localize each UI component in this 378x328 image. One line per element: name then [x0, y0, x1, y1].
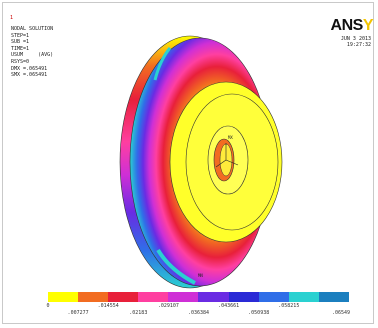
window-number: 1	[10, 15, 14, 21]
info-smx: SMX =.065491	[11, 72, 48, 79]
legend-label-bottom: .007277	[67, 310, 89, 316]
legend-label-bottom: .06549	[331, 310, 351, 316]
info-usum: USUM (AVG)	[11, 52, 54, 59]
info-title: NODAL SOLUTION	[11, 26, 54, 32]
legend-swatch	[198, 292, 229, 302]
legend-swatch	[78, 292, 109, 302]
coordinate-triad	[215, 143, 239, 168]
logo-accent: Y	[362, 17, 374, 34]
legend-label-top: .043661	[218, 303, 240, 309]
logo-text: ANS	[330, 17, 364, 34]
color-legend	[48, 292, 349, 302]
info-step: STEP=1	[11, 32, 30, 39]
ansys-logo: ANSY	[330, 17, 374, 35]
legend-label-top: .029107	[157, 303, 179, 309]
legend-swatch	[168, 292, 199, 302]
legend-label-bottom: .050938	[248, 310, 270, 316]
info-dmx: DMX =.065491	[11, 65, 48, 72]
legend-swatch	[108, 292, 139, 302]
legend-label-top: 0	[46, 303, 50, 309]
legend-label-top: .014554	[97, 303, 119, 309]
edge-accent-bottom	[156, 248, 196, 285]
result-info: NODAL SOLUTION STEP=1 SUB =1 TIME=1 USUM (AV…	[11, 26, 53, 79]
info-sub: SUB =1	[11, 39, 30, 46]
timestamp: JUN 3 2013 19:27:32	[341, 36, 371, 48]
legend-swatch	[258, 292, 289, 302]
legend-label-bottom: .02183	[129, 310, 148, 316]
edge-accent-top	[153, 47, 172, 81]
legend-label-top: .058215	[278, 303, 300, 309]
info-time: TIME=1	[11, 45, 30, 52]
legend-swatch	[228, 292, 259, 302]
info-rsys: RSYS=0	[11, 58, 30, 65]
time-text: 19:27:32	[346, 42, 371, 48]
legend-swatch	[138, 292, 169, 302]
date-text: JUN 3 2013	[340, 36, 371, 42]
legend-swatch	[48, 292, 79, 302]
min-marker: MN	[198, 273, 203, 278]
legend-swatch	[288, 292, 319, 302]
max-marker: MX	[228, 135, 233, 140]
legend-label-bottom: .036384	[187, 310, 210, 316]
legend-swatch	[318, 292, 349, 302]
